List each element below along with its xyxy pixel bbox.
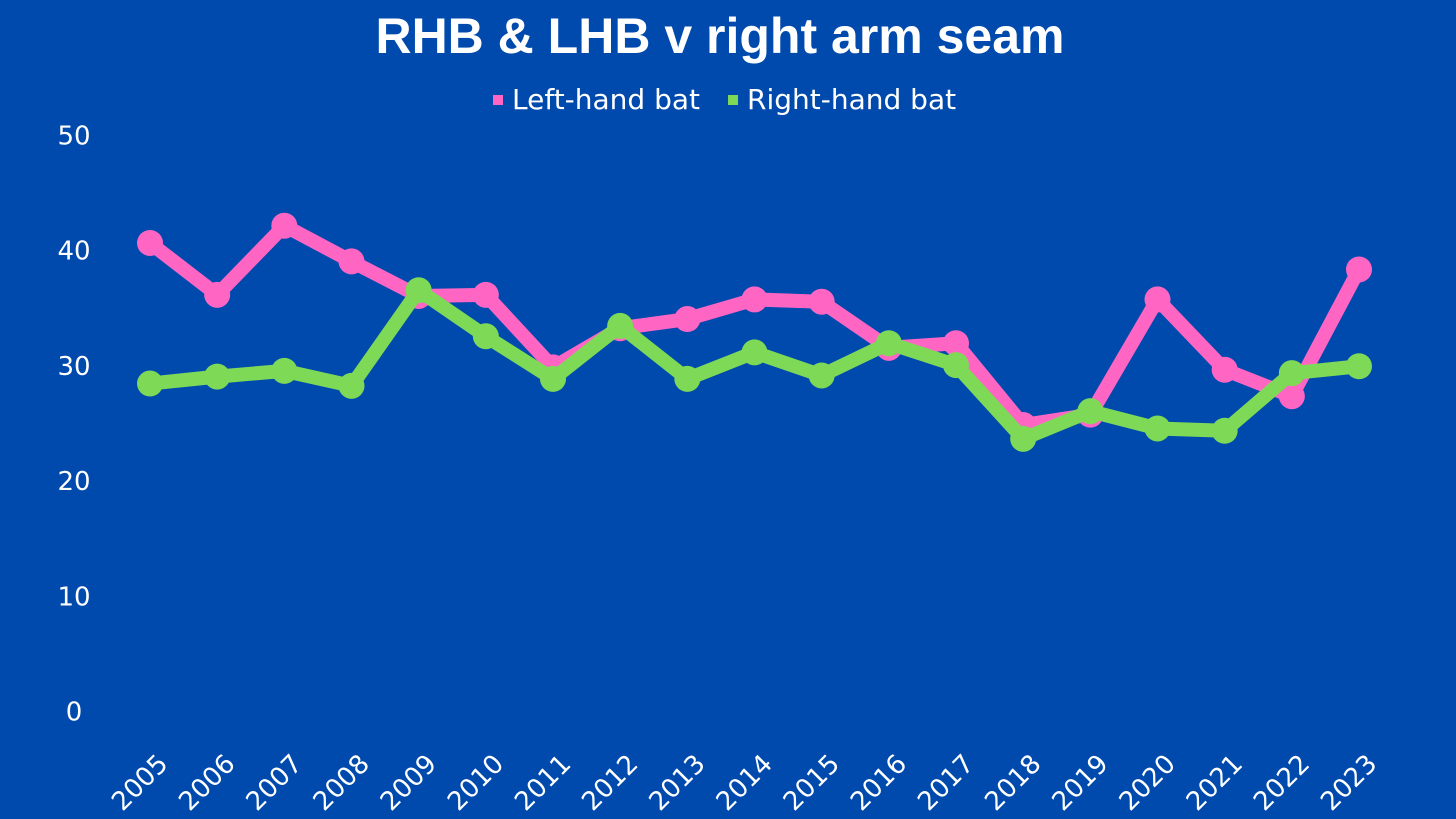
- data-point: [741, 286, 768, 313]
- data-point: [137, 370, 163, 397]
- data-point: [405, 277, 432, 304]
- data-point: [1144, 415, 1171, 442]
- data-point: [1278, 360, 1305, 387]
- data-point: [1010, 425, 1037, 452]
- data-point: [607, 312, 634, 339]
- data-point: [1077, 398, 1104, 425]
- data-point: [472, 281, 499, 308]
- data-point: [338, 372, 365, 399]
- data-point: [271, 212, 298, 239]
- data-point: [271, 357, 298, 384]
- data-point: [1346, 353, 1372, 380]
- legend-swatch: [493, 95, 503, 105]
- chart-title: RHB & LHB v right arm seam: [375, 8, 1064, 64]
- legend-swatch: [728, 95, 739, 105]
- legend-label: Left-hand bat: [512, 83, 700, 116]
- data-point: [1346, 256, 1372, 283]
- data-point: [204, 363, 231, 390]
- data-point: [674, 365, 701, 392]
- y-tick-label: 30: [57, 352, 90, 382]
- data-point: [137, 229, 163, 256]
- data-point: [808, 288, 835, 315]
- data-point: [875, 330, 902, 357]
- data-point: [1211, 356, 1238, 383]
- data-point: [1211, 417, 1238, 444]
- data-point: [943, 352, 969, 379]
- data-point: [540, 365, 566, 392]
- data-point: [674, 306, 701, 333]
- y-tick-label: 0: [66, 698, 83, 728]
- y-tick-label: 40: [57, 237, 90, 267]
- data-point: [204, 281, 231, 308]
- data-point: [943, 330, 969, 357]
- data-point: [741, 339, 768, 366]
- data-point: [808, 362, 835, 389]
- y-tick-label: 10: [57, 582, 90, 612]
- y-tick-label: 50: [57, 122, 90, 152]
- data-point: [472, 323, 499, 350]
- data-point: [1144, 286, 1171, 313]
- data-point: [1278, 383, 1305, 410]
- y-tick-label: 20: [57, 467, 90, 497]
- data-point: [338, 248, 365, 275]
- legend-label: Right-hand bat: [747, 83, 956, 116]
